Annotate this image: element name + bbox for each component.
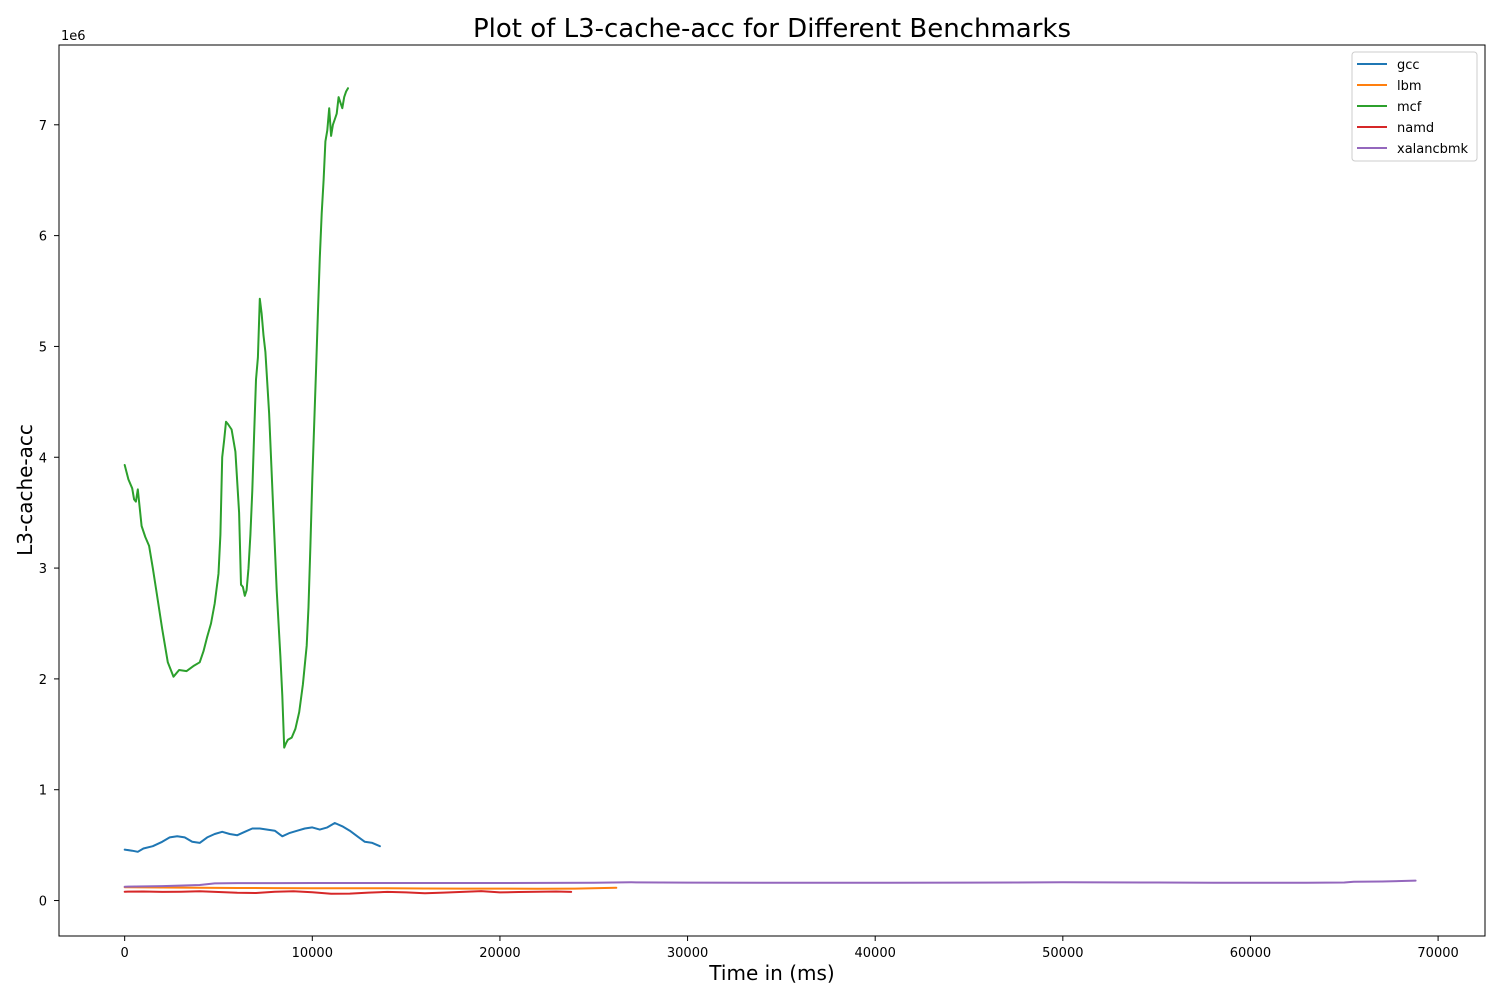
legend-label-xalancbmk: xalancbmk bbox=[1397, 142, 1469, 157]
x-tick-label: 30000 bbox=[667, 946, 708, 961]
x-tick-label: 20000 bbox=[479, 946, 520, 961]
y-tick-label: 5 bbox=[39, 340, 47, 355]
x-tick-label: 40000 bbox=[855, 946, 896, 961]
series-line-namd bbox=[123, 890, 573, 895]
y-tick-label: 3 bbox=[39, 562, 47, 577]
legend-label-mcf: mcf bbox=[1397, 100, 1422, 115]
y-tick-label: 0 bbox=[39, 895, 47, 910]
x-axis-label: Time in (ms) bbox=[708, 961, 834, 985]
legend-box bbox=[1351, 51, 1478, 162]
series-line-mcf bbox=[123, 87, 349, 749]
x-tick-label: 70000 bbox=[1417, 946, 1458, 961]
series-layer bbox=[123, 87, 1417, 895]
y-tick-label: 1 bbox=[39, 784, 47, 799]
plot-frame bbox=[58, 44, 1486, 937]
legend-label-namd: namd bbox=[1397, 121, 1434, 136]
y-offset-label: 1e6 bbox=[61, 29, 86, 44]
y-tick-label: 6 bbox=[39, 230, 47, 245]
legend-label-gcc: gcc bbox=[1397, 58, 1420, 73]
legend-label-lbm: lbm bbox=[1397, 79, 1422, 94]
legend: gcc lbm mcf namd xalancbmk bbox=[1351, 51, 1478, 162]
y-tick-label: 4 bbox=[39, 451, 47, 466]
series-line-gcc bbox=[123, 822, 381, 853]
chart-title: Plot of L3-cache-acc for Different Bench… bbox=[473, 14, 1071, 44]
x-tick-label: 10000 bbox=[292, 946, 333, 961]
y-tick-label: 7 bbox=[39, 119, 47, 134]
x-axis-ticks: 0 10000 20000 30000 40000 50000 60000 70000 bbox=[121, 936, 1459, 961]
y-tick-label: 2 bbox=[39, 673, 47, 688]
x-tick-label: 50000 bbox=[1042, 946, 1083, 961]
series-line-lbm bbox=[123, 886, 618, 890]
y-axis-ticks: 0 1 2 3 4 5 6 7 bbox=[39, 119, 59, 910]
x-tick-label: 0 bbox=[121, 946, 129, 961]
x-tick-label: 60000 bbox=[1230, 946, 1271, 961]
y-axis-label: L3-cache-acc bbox=[13, 424, 37, 556]
series-line-xalancbmk bbox=[123, 879, 1417, 888]
